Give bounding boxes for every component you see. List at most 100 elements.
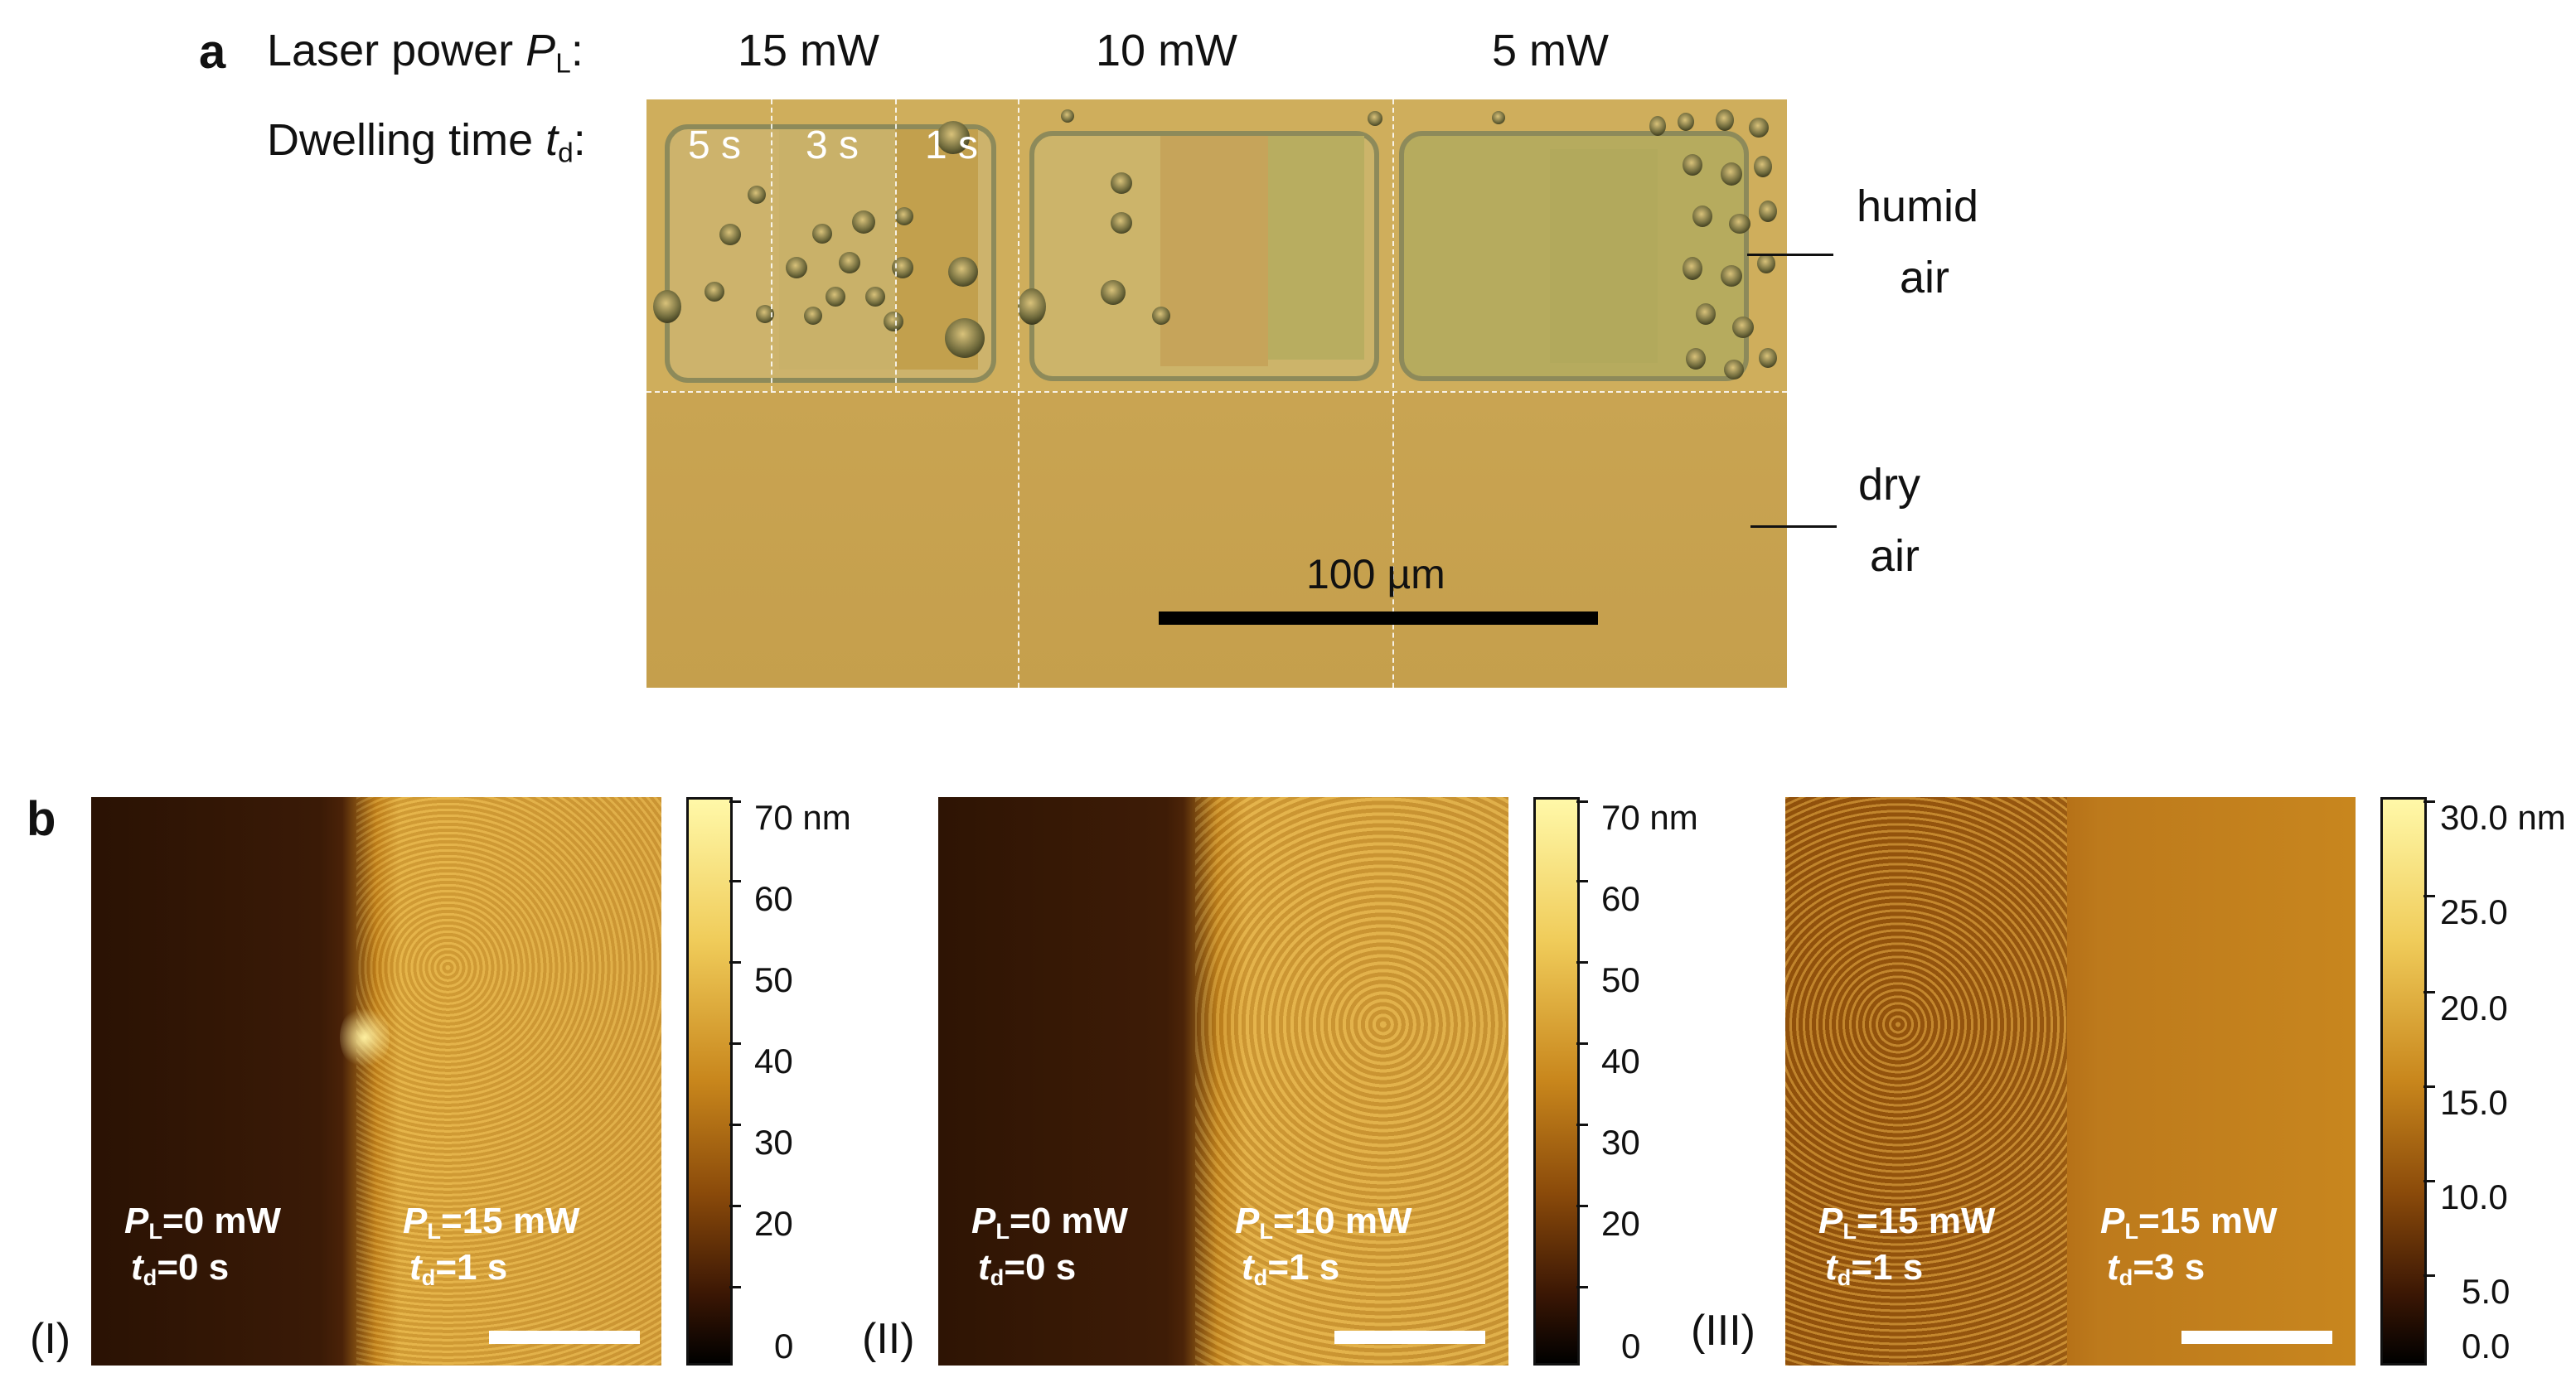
laser-power-symbol: P xyxy=(525,26,556,75)
dry-air-label: air xyxy=(1870,531,1920,581)
afm3-left-power: PL=15 mW xyxy=(1818,1201,1996,1242)
dwell-1s-label: 1 s xyxy=(925,123,979,167)
droplet xyxy=(865,287,885,307)
droplet xyxy=(1757,254,1775,273)
droplet xyxy=(719,224,741,245)
colorbar-2-tick-label: 60 xyxy=(1601,879,1640,918)
laser-power-label: Laser power PL: xyxy=(267,26,583,78)
afm2-left-time-sub: d xyxy=(990,1264,1005,1290)
afm2-right-power-value: =10 mW xyxy=(1273,1201,1412,1241)
afm1-left-power: PL=0 mW xyxy=(124,1201,282,1242)
droplet xyxy=(748,186,766,204)
droplet xyxy=(1721,265,1742,287)
afm3-left-time-value: =1 s xyxy=(1851,1247,1924,1288)
scale-bar xyxy=(1159,611,1598,625)
droplet xyxy=(1754,156,1772,177)
colorbar-2-tick-label: 70 nm xyxy=(1601,798,1698,837)
dwell-3s-label: 3 s xyxy=(806,123,859,167)
droplet xyxy=(884,312,903,331)
colorbar-3-tick-label: 15.0 xyxy=(2440,1083,2508,1122)
afm1-right-time-symbol: t xyxy=(409,1247,422,1288)
afm3-left-power-value: =15 mW xyxy=(1857,1201,1996,1241)
colorbar-1-tick-label: 40 xyxy=(754,1042,793,1080)
droplet xyxy=(705,282,724,302)
afm3-right-time-symbol: t xyxy=(2107,1247,2119,1288)
colorbar-1-tick-label: 50 xyxy=(754,960,793,999)
afm2-left-time: td=0 s xyxy=(978,1247,1077,1288)
afm1-roman-label: (I) xyxy=(30,1315,71,1363)
afm1-right-power-symbol: P xyxy=(403,1201,428,1241)
humid-label: humid xyxy=(1857,181,1979,231)
afm2-left-power-symbol: P xyxy=(971,1201,996,1241)
droplet xyxy=(945,318,985,358)
afm1-left-time-sub: d xyxy=(143,1264,157,1290)
colorbar-1 xyxy=(686,797,733,1366)
afm-texture xyxy=(1785,797,2067,1366)
afm1-left-time-symbol: t xyxy=(131,1247,143,1288)
power-10-label: 10 mW xyxy=(1096,26,1238,75)
droplet xyxy=(1732,317,1754,338)
dashed-divider xyxy=(771,99,772,391)
droplet xyxy=(1492,111,1505,124)
dry-air-region xyxy=(646,391,1787,688)
afm1-left-power-sub: L xyxy=(148,1217,163,1244)
humid-pointer xyxy=(1747,254,1833,256)
dwell-5s-label: 5 s xyxy=(688,123,742,167)
colorbar-2-tick xyxy=(1576,1124,1588,1126)
optical-micrograph: 5 s 3 s 1 s 100 µm xyxy=(646,99,1787,688)
colorbar-2-tick-label: 0 xyxy=(1621,1327,1641,1366)
colorbar-2-tick xyxy=(1576,1042,1588,1045)
colorbar-1-tick xyxy=(729,1286,741,1288)
droplet xyxy=(756,305,774,323)
droplet xyxy=(1678,113,1694,131)
afm2-left-power-sub: L xyxy=(995,1217,1010,1244)
colorbar-3-tick-label: 10.0 xyxy=(2440,1177,2508,1216)
afm2-roman-label: (II) xyxy=(862,1315,915,1363)
power-15-label: 15 mW xyxy=(738,26,880,75)
dashed-divider xyxy=(895,99,897,391)
afm-image-3: PL=15 mW td=1 s PL=15 mW td=3 s xyxy=(1785,797,2356,1366)
droplet xyxy=(804,307,822,325)
afm2-right-time-value: =1 s xyxy=(1267,1247,1340,1288)
droplet xyxy=(1152,307,1170,325)
scale-bar-label: 100 µm xyxy=(1306,551,1445,597)
laser-power-prefix: Laser power xyxy=(267,26,526,75)
square-10mw-band-1s xyxy=(1268,136,1364,360)
colorbar-1-tick xyxy=(729,1042,741,1045)
afm2-right-power: PL=10 mW xyxy=(1235,1201,1412,1242)
colorbar-3-tick xyxy=(2423,800,2435,803)
square-10mw-band-3s xyxy=(1160,136,1268,366)
afm2-right-time-symbol: t xyxy=(1242,1247,1254,1288)
afm2-left-time-value: =0 s xyxy=(1004,1247,1077,1288)
dwelling-time-subscript: d xyxy=(558,138,574,169)
droplet xyxy=(1729,214,1750,234)
afm3-right-time-sub: d xyxy=(2118,1264,2133,1290)
square-15mw-band-3s xyxy=(779,129,895,370)
colorbar-1-tick-label: 30 xyxy=(754,1123,793,1162)
square-5mw-band-3s xyxy=(1550,149,1658,363)
afm2-left-power: PL=0 mW xyxy=(971,1201,1128,1242)
afm1-left-time-value: =0 s xyxy=(157,1247,230,1288)
colorbar-2-tick-label: 40 xyxy=(1601,1042,1640,1080)
droplet xyxy=(937,121,970,154)
colorbar-3-tick xyxy=(2423,1180,2435,1182)
colorbar-3-tick xyxy=(2423,991,2435,993)
droplet xyxy=(1649,116,1666,136)
afm1-right-power-sub: L xyxy=(427,1217,442,1244)
droplet xyxy=(1061,109,1074,123)
colorbar-3 xyxy=(2380,797,2427,1366)
droplet xyxy=(948,257,978,287)
dashed-divider xyxy=(1018,99,1019,688)
droplet xyxy=(1724,360,1744,379)
colorbar-2-tick xyxy=(1576,1205,1588,1207)
colorbar-1-tick xyxy=(729,880,741,882)
afm3-right-time: td=3 s xyxy=(2107,1247,2205,1288)
afm2-left-time-symbol: t xyxy=(978,1247,990,1288)
droplet xyxy=(1111,172,1132,194)
colorbar-2-tick xyxy=(1576,880,1588,882)
afm1-left-power-value: =0 mW xyxy=(162,1201,282,1241)
droplet xyxy=(895,207,913,225)
droplet xyxy=(1759,348,1777,368)
droplet xyxy=(1368,111,1382,126)
afm3-left-power-symbol: P xyxy=(1818,1201,1843,1241)
